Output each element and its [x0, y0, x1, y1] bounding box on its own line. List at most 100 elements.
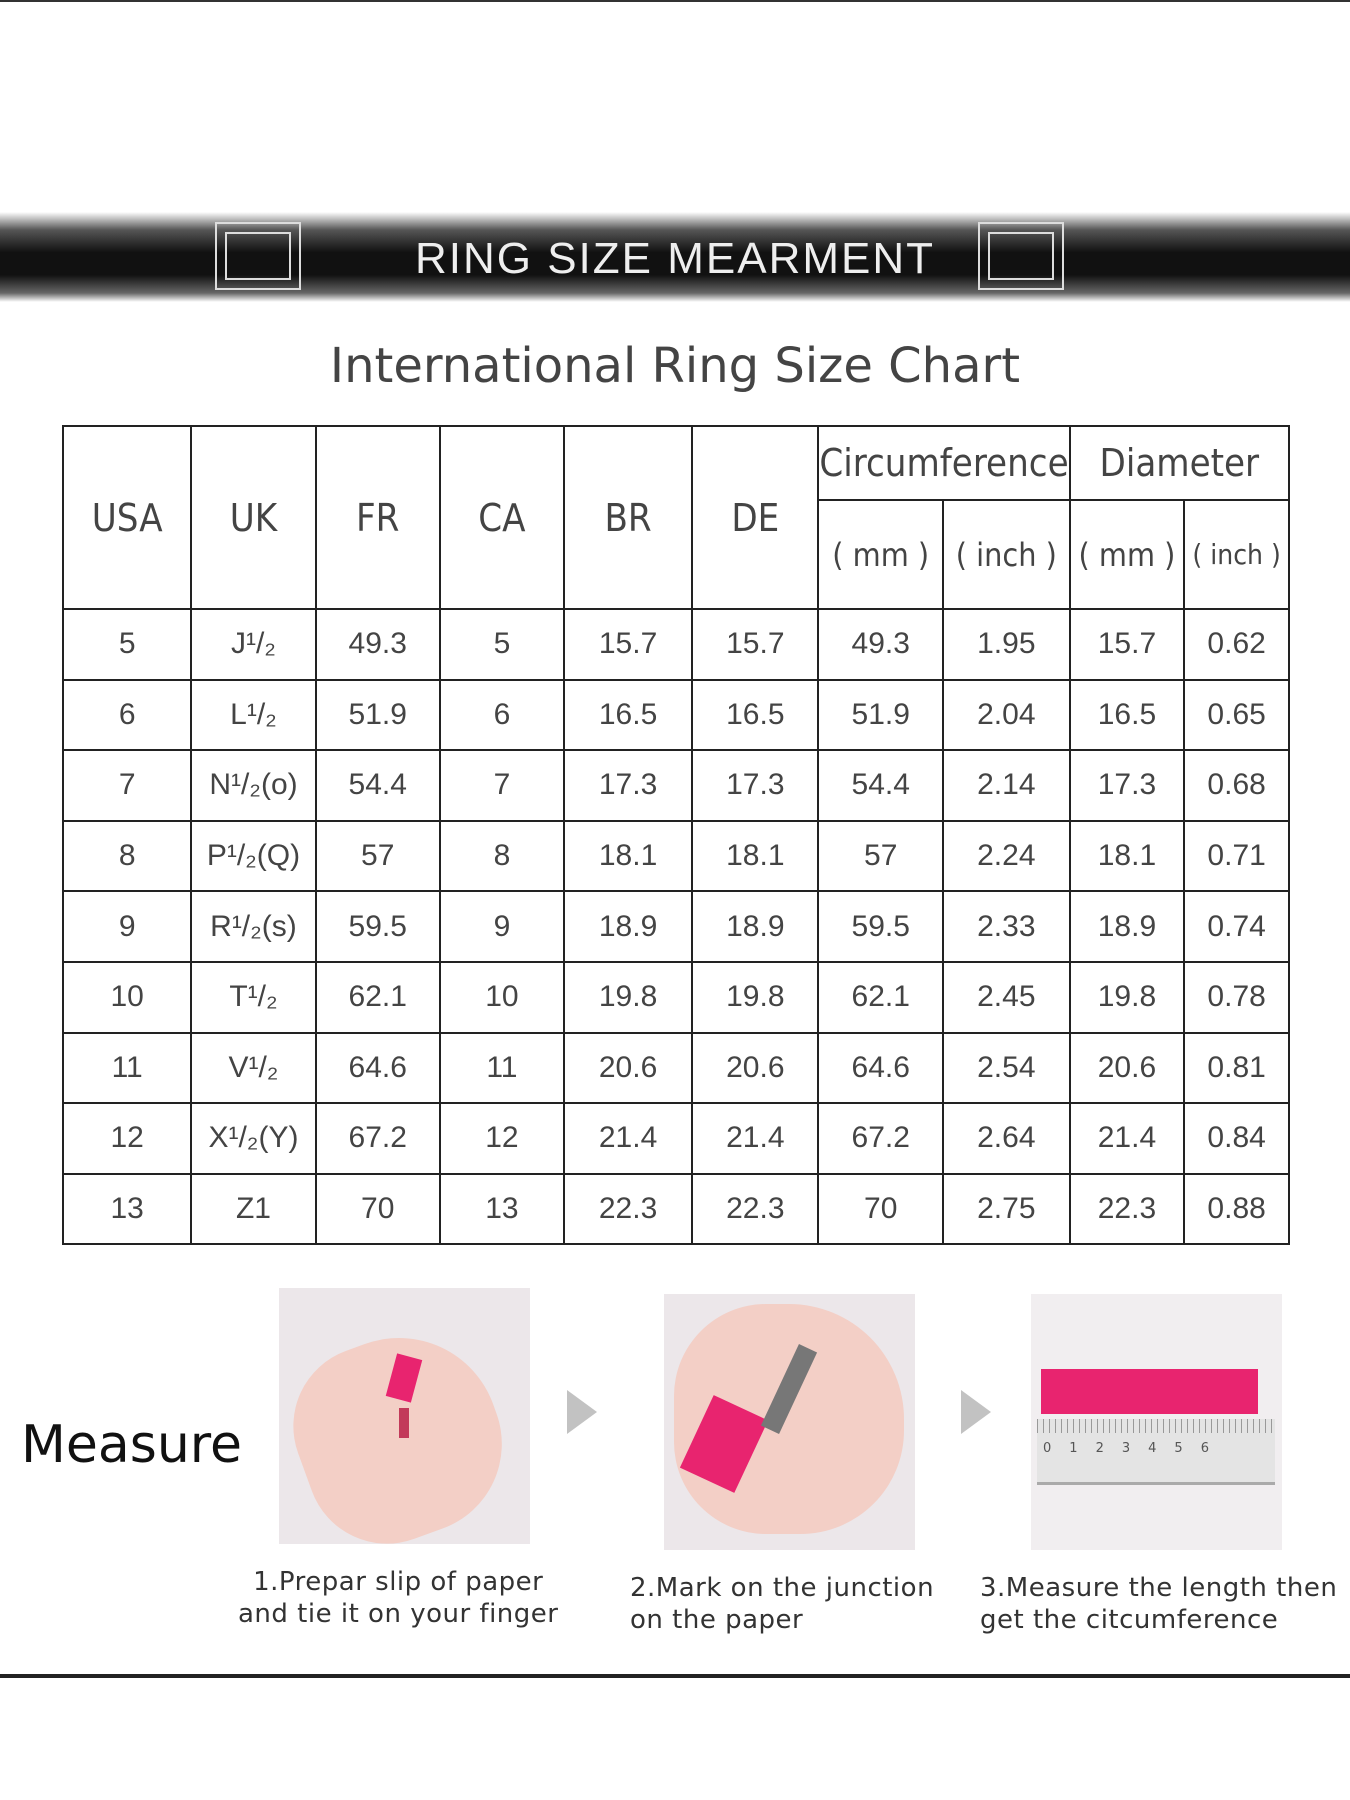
table-cell: 10: [438, 960, 565, 1034]
table-cell: 2.04: [942, 678, 1071, 752]
table-cell: 15.7: [1068, 608, 1186, 681]
table-cell: 18.9: [1068, 890, 1186, 963]
step3-caption: 3.Measure the length then get the citcum…: [980, 1572, 1337, 1636]
table-cell: 2.45: [942, 960, 1071, 1034]
header-ca: CA: [438, 425, 565, 610]
chart-title: International Ring Size Chart: [329, 338, 1021, 394]
table-row: 12 X¹/₂(Y) 67.2 12 21.4 21.4 67.2 2.64 21.4 0.84: [61, 1102, 1290, 1175]
table-row: 8 P¹/₂(Q) 57 8 18.1 18.1 57 2.24 18.1 0.71: [61, 819, 1290, 893]
table-cell: N¹/₂(o): [190, 749, 317, 822]
table-cell: 70: [817, 1172, 944, 1246]
caption-line: 3.Measure the length then: [980, 1573, 1338, 1603]
table-cell: 57: [314, 819, 441, 893]
table-cell: 0.62: [1183, 608, 1290, 681]
table-cell: Z1: [190, 1172, 317, 1246]
table-cell: 2.33: [942, 890, 1071, 963]
table-row: 7 N¹/₂(o) 54.4 7 17.3 17.3 54.4 2.14 17.3 0.68: [61, 749, 1290, 822]
header-circ-inch: ( inch ): [942, 499, 1071, 610]
ruler-tick: 6: [1200, 1441, 1209, 1456]
header-fr: FR: [314, 425, 441, 610]
table-cell: V¹/₂: [190, 1031, 317, 1105]
table-cell: 0.81: [1183, 1031, 1290, 1105]
table-cell: 21.4: [562, 1102, 694, 1175]
table-cell: 57: [817, 819, 944, 893]
ring-size-table: USA UK FR CA BR DE Circumference Diamete…: [61, 425, 1291, 1246]
ruler-tick: 5: [1174, 1441, 1183, 1456]
table-cell: 51.9: [817, 678, 944, 752]
header-de: DE: [691, 425, 820, 610]
table-cell: T¹/₂: [190, 960, 317, 1034]
table-cell: 16.5: [691, 678, 820, 752]
ruler-tick: 1: [1069, 1441, 1078, 1456]
table-cell: 7: [438, 749, 565, 822]
table-cell: 16.5: [1068, 678, 1186, 752]
table-cell: 59.5: [314, 890, 441, 963]
header-uk: UK: [190, 425, 317, 610]
table-cell: L¹/₂: [190, 678, 317, 752]
table-cell: 17.3: [691, 749, 820, 822]
caption-line: get the citcumference: [980, 1605, 1279, 1635]
header-dia-mm: ( mm ): [1068, 499, 1186, 610]
table-cell: 19.8: [1068, 960, 1186, 1034]
table-cell: 12: [61, 1102, 193, 1175]
table-cell: 59.5: [817, 890, 944, 963]
caption-line: 2.Mark on the junction: [630, 1573, 935, 1603]
table-cell: P¹/₂(Q): [190, 819, 317, 893]
caption-line: on the paper: [630, 1605, 804, 1635]
header-circ-mm: ( mm ): [817, 499, 944, 610]
ruler-tick: 0: [1043, 1441, 1052, 1456]
table-cell: 1.95: [942, 608, 1071, 681]
table-cell: 2.54: [942, 1031, 1071, 1105]
table-cell: R¹/₂(s): [190, 890, 317, 963]
table-row: 6 L¹/₂ 51.9 6 16.5 16.5 51.9 2.04 16.5 0.65: [61, 678, 1290, 752]
banner-title: RING SIZE MEARMENT: [414, 234, 936, 283]
step3-photo: 0 1 2 3 4 5 6: [1031, 1294, 1282, 1550]
table-cell: 54.4: [817, 749, 944, 822]
table-cell: 51.9: [314, 678, 441, 752]
table-cell: 22.3: [691, 1172, 820, 1246]
table-cell: 62.1: [817, 960, 944, 1034]
header-diameter: Diameter: [1068, 425, 1291, 501]
table-cell: 9: [61, 890, 193, 963]
header-usa: USA: [61, 425, 193, 610]
caption-line: and tie it on your finger: [238, 1599, 559, 1629]
table-cell: 18.9: [562, 890, 694, 963]
table-cell: 54.4: [314, 749, 441, 822]
arrow-icon: [961, 1390, 991, 1434]
table-cell: 10: [61, 960, 193, 1034]
table-cell: 18.1: [1068, 819, 1186, 893]
table-cell: 5: [438, 608, 565, 681]
ruler-tick: 2: [1095, 1441, 1104, 1456]
step1-caption: 1.Prepar slip of paper and tie it on you…: [238, 1566, 558, 1630]
table-row: 11 V¹/₂ 64.6 11 20.6 20.6 64.6 2.54 20.6 0.81: [61, 1031, 1290, 1105]
table-cell: 0.84: [1183, 1102, 1290, 1175]
table-cell: 12: [438, 1102, 565, 1175]
step1-photo: [270, 1288, 530, 1567]
table-cell: 0.78: [1183, 960, 1290, 1034]
header-br: BR: [562, 425, 694, 610]
table-cell: 20.6: [562, 1031, 694, 1105]
table-cell: 67.2: [314, 1102, 441, 1175]
header-circumference: Circumference: [817, 425, 1071, 501]
table-cell: 6: [61, 678, 193, 752]
square-icon: [978, 222, 1064, 290]
table-cell: 2.24: [942, 819, 1071, 893]
table-cell: 5: [61, 608, 193, 681]
table-cell: 49.3: [314, 608, 441, 681]
header-dia-inch: ( inch ): [1183, 499, 1290, 610]
table-cell: 70: [314, 1172, 441, 1246]
square-icon: [215, 222, 301, 290]
table-row: 5 J¹/₂ 49.3 5 15.7 15.7 49.3 1.95 15.7 0.62: [61, 608, 1290, 681]
table-cell: 22.3: [562, 1172, 694, 1246]
table-cell: 49.3: [817, 608, 944, 681]
table-cell: 16.5: [562, 678, 694, 752]
ruler: 0 1 2 3 4 5 6: [1037, 1419, 1275, 1485]
banner: RING SIZE MEARMENT: [0, 212, 1350, 302]
table-cell: 0.68: [1183, 749, 1290, 822]
table-cell: 15.7: [691, 608, 820, 681]
table-cell: 20.6: [1068, 1031, 1186, 1105]
table-cell: 0.65: [1183, 678, 1290, 752]
table-cell: 20.6: [691, 1031, 820, 1105]
step2-caption: 2.Mark on the junction on the paper: [630, 1572, 934, 1636]
ruler-tick: 4: [1148, 1441, 1157, 1456]
